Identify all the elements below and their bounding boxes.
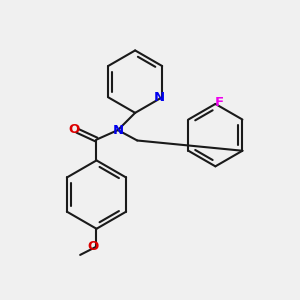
Text: O: O [87, 240, 99, 253]
Text: F: F [215, 96, 224, 109]
Text: N: N [112, 124, 124, 136]
Text: O: O [68, 123, 79, 136]
Text: N: N [154, 91, 165, 104]
